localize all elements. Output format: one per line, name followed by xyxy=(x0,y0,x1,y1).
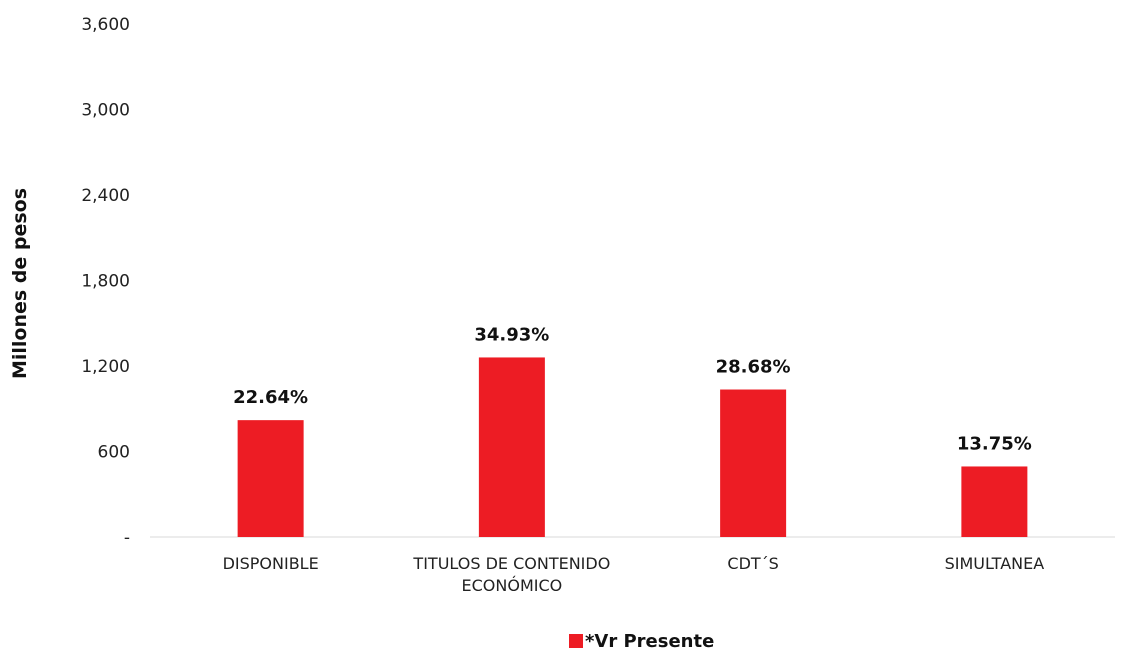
y-tick-label: 3,000 xyxy=(81,101,130,121)
y-tick-label: 1,800 xyxy=(81,272,130,292)
y-tick-label: 600 xyxy=(98,443,130,463)
category-labels: DISPONIBLE TITULOS DE CONTENIDO ECONÓMICO C… xyxy=(223,554,1045,595)
data-label: 22.64% xyxy=(233,387,308,408)
y-axis-title: Millones de pesos xyxy=(9,188,31,379)
y-tick-label: 1,200 xyxy=(81,357,130,377)
data-label: 34.93% xyxy=(474,324,549,345)
y-tick-label: 3,600 xyxy=(81,15,130,35)
bar xyxy=(961,466,1028,537)
x-tick-label: CDT´S xyxy=(727,554,778,573)
data-label: 28.68% xyxy=(716,357,791,378)
x-tick-label: ECONÓMICO xyxy=(462,576,563,595)
bar xyxy=(237,420,304,537)
bar xyxy=(720,389,787,537)
bar xyxy=(478,357,545,537)
y-axis-ticks: - 600 1,200 1,800 2,400 3,000 3,600 xyxy=(81,15,130,548)
x-tick-label: SIMULTANEA xyxy=(945,554,1045,573)
data-label: 13.75% xyxy=(957,433,1032,454)
legend-swatch xyxy=(569,634,583,648)
y-axis-label: Millones de pesos xyxy=(9,188,31,379)
bar-series xyxy=(237,357,1028,537)
y-tick-label: 2,400 xyxy=(81,186,130,206)
legend: *Vr Presente xyxy=(569,631,714,652)
y-tick-label: - xyxy=(124,528,130,548)
legend-label: *Vr Presente xyxy=(585,631,714,652)
x-tick-label: DISPONIBLE xyxy=(223,554,319,573)
x-tick-label: TITULOS DE CONTENIDO xyxy=(412,554,610,573)
data-labels: 22.64% 34.93% 28.68% 13.75% xyxy=(233,324,1032,454)
